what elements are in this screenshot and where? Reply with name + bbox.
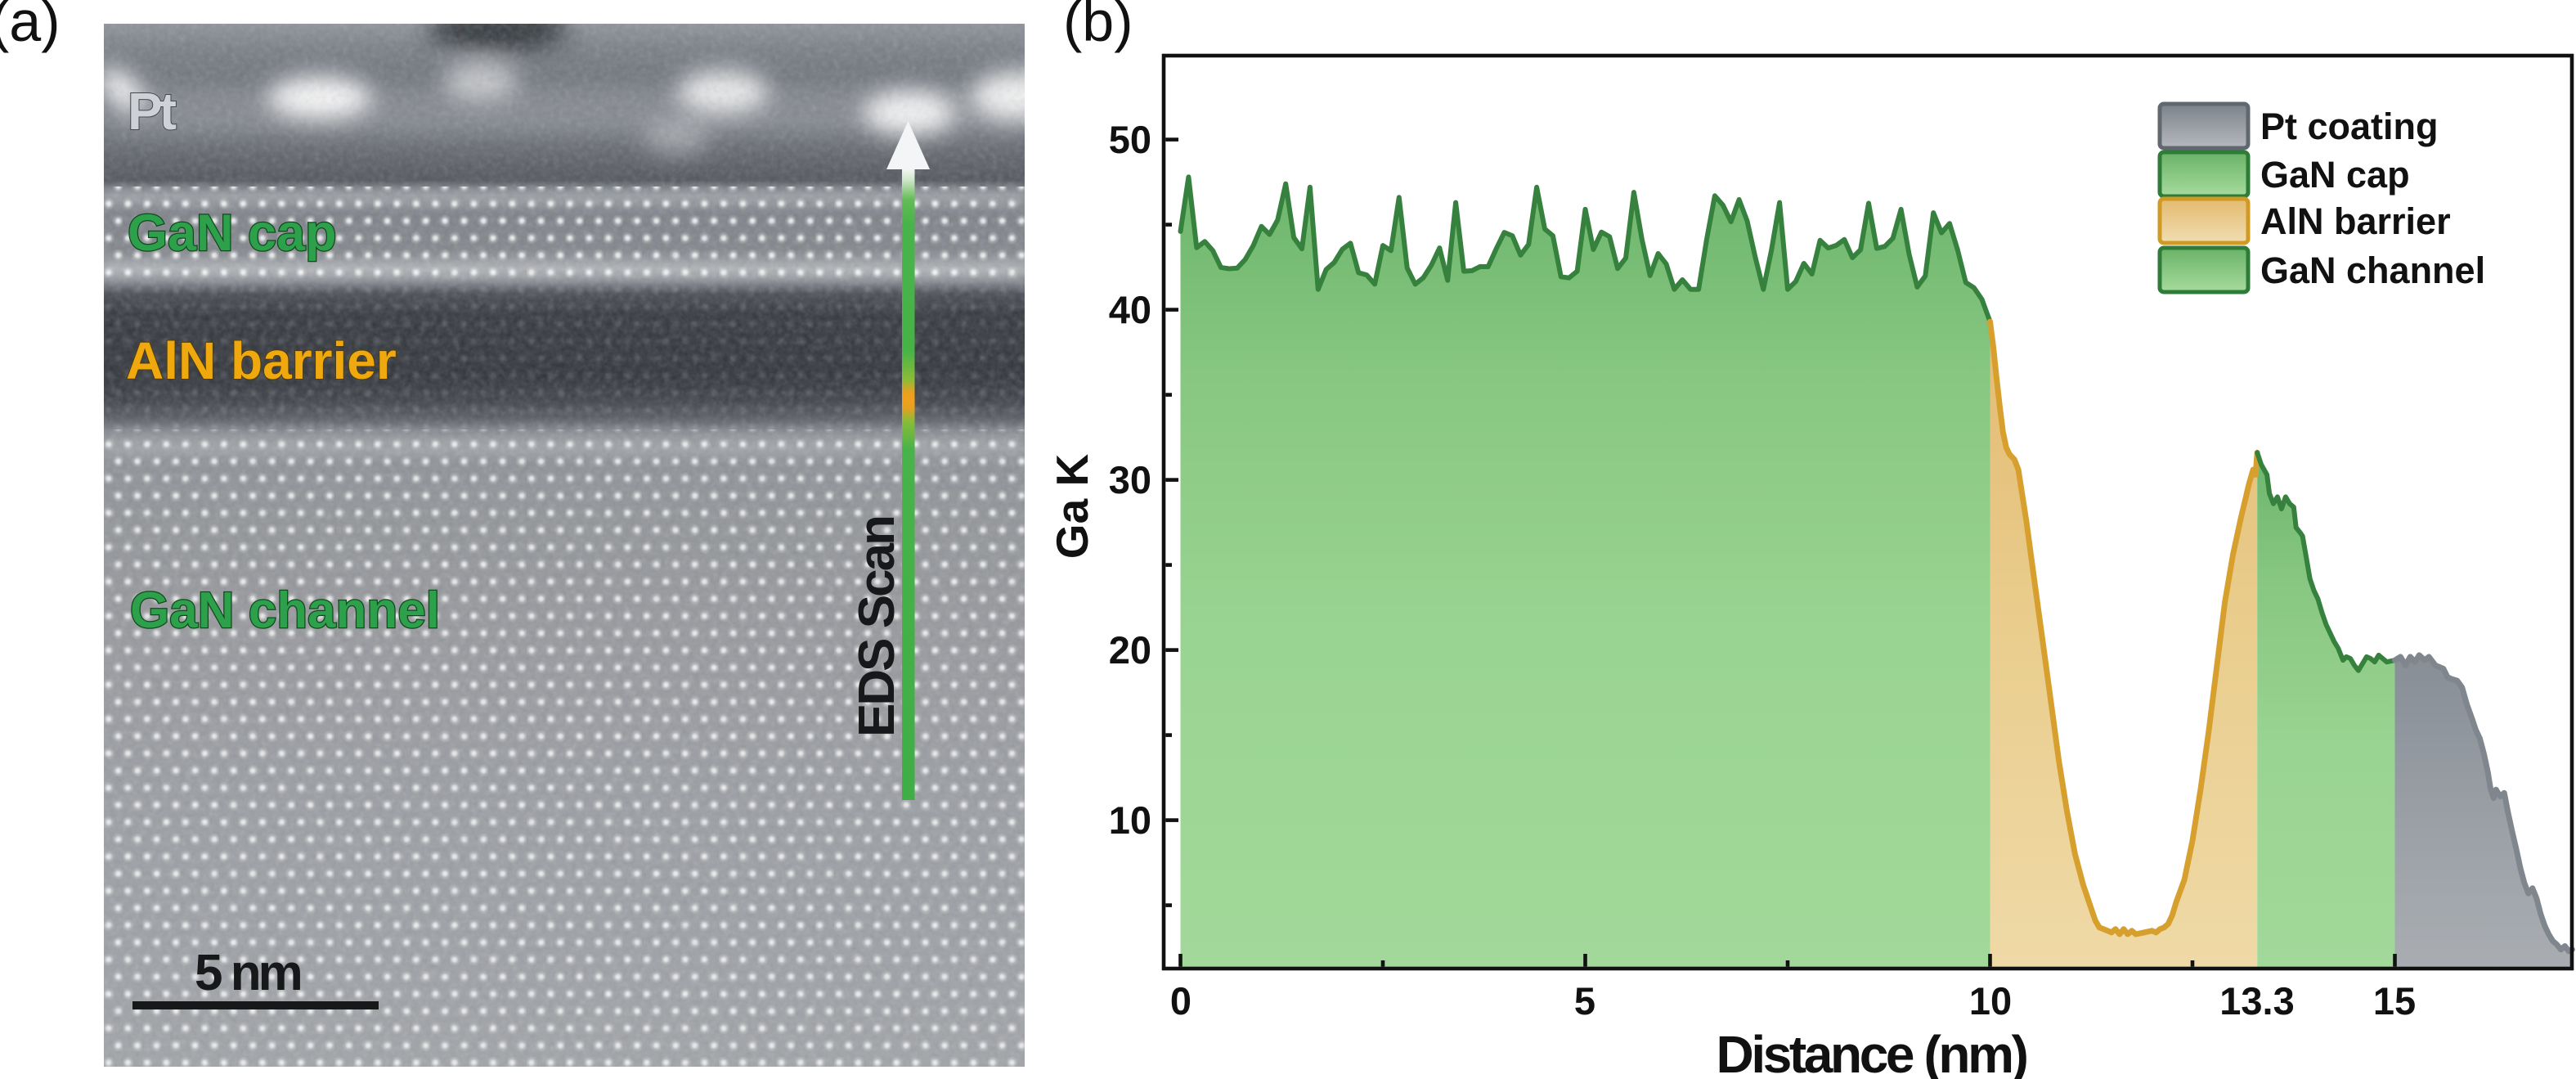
svg-text:40: 40 [1109, 288, 1151, 331]
svg-text:10: 10 [1969, 979, 2012, 1023]
svg-text:15: 15 [2373, 979, 2416, 1023]
svg-text:GaN cap: GaN cap [128, 205, 337, 262]
svg-text:Ga K: Ga K [1047, 454, 1097, 560]
svg-text:AlN barrier: AlN barrier [2260, 200, 2451, 242]
svg-text:10: 10 [1109, 798, 1151, 842]
svg-text:GaN channel: GaN channel [2260, 250, 2485, 291]
svg-text:5 nm: 5 nm [195, 945, 301, 1001]
svg-text:Pt: Pt [128, 82, 177, 141]
svg-text:GaN channel: GaN channel [130, 582, 440, 639]
svg-text:20: 20 [1109, 628, 1151, 672]
svg-text:13.3: 13.3 [2219, 979, 2294, 1023]
svg-text:(b): (b) [1063, 0, 1133, 53]
svg-text:(a): (a) [0, 0, 61, 53]
svg-text:Pt coating: Pt coating [2260, 106, 2439, 147]
svg-text:0: 0 [1170, 979, 1192, 1023]
svg-text:30: 30 [1109, 458, 1151, 501]
svg-text:50: 50 [1109, 118, 1151, 161]
svg-text:AlN barrier: AlN barrier [126, 331, 397, 390]
svg-text:GaN cap: GaN cap [2260, 154, 2410, 196]
svg-text:5: 5 [1574, 979, 1595, 1023]
svg-text:EDS Scan: EDS Scan [849, 517, 905, 737]
svg-text:Distance (nm): Distance (nm) [1717, 1025, 2027, 1079]
